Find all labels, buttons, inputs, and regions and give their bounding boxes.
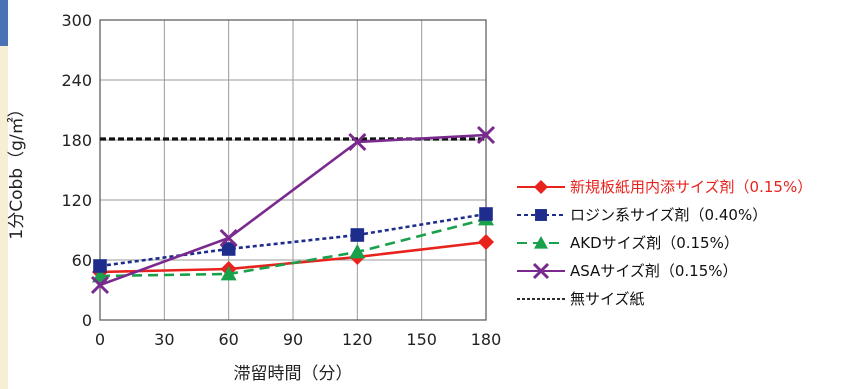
legend-label: 無サイズ紙 [570, 290, 645, 308]
series-2 [92, 211, 494, 283]
y-tick-labels: 0 60 120 180 240 300 [61, 11, 92, 330]
x-tick-labels: 0 30 60 90 120 150 180 [95, 330, 501, 349]
y-tick-label: 300 [61, 11, 92, 30]
x-tick-label: 60 [218, 330, 238, 349]
diamond-marker [478, 234, 494, 250]
y-tick-label: 180 [61, 131, 92, 150]
x-tick-label: 120 [342, 330, 373, 349]
x-marker [219, 228, 238, 248]
y-tick-label: 240 [61, 71, 92, 90]
x-marker [348, 132, 367, 152]
series-1 [93, 207, 493, 273]
x-tick-label: 150 [406, 330, 437, 349]
series-line [99, 217, 487, 278]
legend: 新規板紙用内添サイズ剤（0.15%） ロジン系サイズ剤（0.40%） AKDサイズ剤… [517, 178, 812, 308]
series-3 [90, 125, 496, 295]
square-marker [93, 259, 107, 273]
x-marker-stroke [219, 228, 238, 248]
y-tick-label: 120 [61, 191, 92, 210]
x-marker-stroke [90, 275, 110, 295]
diamond-marker [534, 180, 548, 194]
square-marker [535, 209, 547, 221]
legend-label: 新規板紙用内添サイズ剤（0.15%） [570, 178, 812, 196]
legend-label: ASAサイズ剤（0.15%） [570, 262, 738, 280]
legend-item: ASAサイズ剤（0.15%） [517, 262, 738, 280]
x-tick-label: 0 [95, 330, 105, 349]
x-marker-stroke [348, 132, 367, 152]
square-marker [221, 242, 236, 256]
square-marker [350, 228, 365, 242]
page-side-strip [0, 0, 8, 389]
legend-item: AKDサイズ剤（0.15%） [517, 234, 739, 252]
x-marker [90, 275, 110, 295]
legend-item: ロジン系サイズ剤（0.40%） [517, 206, 767, 224]
x-axis-title: 滞留時間（分） [234, 364, 353, 384]
legend-item: 無サイズ紙 [517, 290, 645, 308]
square-marker [479, 207, 493, 221]
x-marker [476, 125, 496, 145]
legend-label: AKDサイズ剤（0.15%） [570, 234, 739, 252]
x-marker [532, 262, 550, 280]
triangle-marker [349, 244, 366, 259]
triangle-marker [220, 266, 237, 281]
triangle-marker [92, 268, 108, 283]
x-tick-label: 180 [471, 330, 502, 349]
y-tick-label: 60 [72, 251, 92, 270]
x-tick-label: 90 [283, 330, 303, 349]
series-line [99, 212, 487, 268]
series-lines [90, 125, 496, 295]
triangle-marker [534, 236, 548, 249]
x-marker-stroke [532, 262, 550, 280]
page-side-accent [0, 0, 8, 46]
series-line [99, 133, 487, 287]
plot-area-frame [99, 19, 487, 321]
x-marker-stroke [476, 125, 496, 145]
x-tick-label: 30 [154, 330, 174, 349]
legend-item: 新規板紙用内添サイズ剤（0.15%） [517, 178, 812, 196]
legend-label: ロジン系サイズ剤（0.40%） [570, 206, 767, 224]
y-tick-label: 0 [82, 311, 92, 330]
y-axis-title: 1分Cobb（g/㎡） [7, 100, 27, 239]
